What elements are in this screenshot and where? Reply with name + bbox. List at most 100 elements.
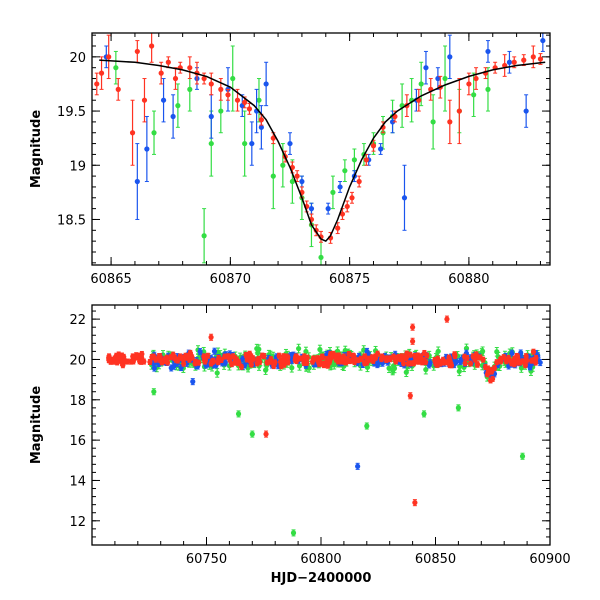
red-point (130, 358, 136, 365)
red-point (326, 356, 333, 362)
green-point (187, 86, 193, 92)
bottom-axis-ticks: 60750 60800 60850 60900 12 14 16 18 20 22 (69, 305, 571, 567)
red-point (141, 97, 148, 103)
green-point (289, 178, 295, 185)
red-point (122, 358, 128, 364)
blue-point (258, 124, 264, 130)
red-point (208, 81, 214, 87)
blue-point (485, 48, 491, 55)
red-point (210, 358, 217, 364)
red-point (370, 143, 377, 149)
red-point (246, 106, 253, 112)
red-point (462, 360, 468, 366)
green-point (208, 140, 214, 147)
blue-point (170, 113, 176, 120)
red-point (417, 353, 424, 359)
red-point (285, 354, 291, 361)
red-point (242, 99, 248, 105)
red-point (201, 75, 207, 82)
red-point (257, 359, 263, 365)
red-point (304, 360, 310, 366)
red-point (115, 86, 121, 92)
blue-point (249, 140, 255, 147)
red-point-outlier (410, 338, 416, 344)
red-point (98, 70, 105, 76)
red-point (524, 357, 530, 364)
green-point (296, 345, 302, 352)
green-point (255, 350, 261, 356)
red-point (134, 48, 140, 55)
blue-point (263, 81, 269, 87)
red-point (508, 358, 514, 364)
green-point (342, 168, 348, 174)
red-point (319, 353, 325, 360)
blue-point (134, 178, 140, 185)
green-point (317, 346, 323, 353)
blue-point-outlier (190, 379, 196, 385)
red-point-outlier (208, 334, 214, 340)
red-point (270, 135, 276, 141)
red-point (321, 362, 327, 368)
red-point (216, 357, 222, 363)
green-point (218, 108, 224, 114)
red-point (530, 349, 537, 355)
red-point (346, 351, 352, 357)
blue-point (523, 108, 529, 114)
blue-point (144, 146, 150, 152)
y-tick-label: 16 (69, 434, 86, 449)
y-tick-label: 19 (69, 159, 86, 174)
green-point (442, 75, 448, 82)
red-point (490, 376, 496, 382)
red-point (363, 157, 369, 163)
blue-point (151, 365, 157, 371)
x-tick-label: 60870 (210, 272, 251, 287)
red-point (474, 362, 481, 368)
red-point (369, 354, 375, 361)
red-point (235, 359, 242, 365)
x-tick-label: 60900 (529, 552, 570, 567)
red-point (138, 359, 144, 365)
red-point (225, 92, 231, 98)
red-point (335, 225, 341, 231)
green-point (230, 75, 236, 82)
red-point (285, 359, 291, 365)
red-point (537, 56, 544, 62)
red-point (279, 357, 286, 364)
green-point-outlier (455, 405, 461, 411)
green-point (485, 86, 491, 92)
red-point (494, 359, 500, 365)
red-point (276, 353, 282, 359)
red-point (485, 365, 491, 372)
red-point (258, 117, 264, 123)
red-point (511, 361, 518, 367)
red-point (530, 54, 536, 60)
green-point (318, 254, 324, 261)
red-point (432, 357, 438, 363)
red-point (129, 130, 136, 136)
red-point (473, 75, 479, 82)
red-point (351, 353, 357, 359)
y-tick-label: 22 (69, 313, 86, 328)
red-point (398, 356, 404, 362)
green-point-outlier (151, 389, 157, 395)
green-point (423, 367, 429, 373)
red-point (362, 353, 368, 359)
red-point (248, 362, 254, 368)
blue-point (308, 206, 315, 212)
red-point (356, 178, 362, 185)
red-point (339, 356, 345, 362)
red-point (230, 353, 236, 359)
blue-point (325, 206, 331, 212)
red-point (106, 355, 112, 361)
red-point (521, 57, 527, 63)
x-tick-label: 60865 (90, 272, 131, 287)
red-point (161, 356, 167, 362)
y-tick-label: 18.5 (57, 213, 86, 228)
green-point (113, 65, 119, 71)
green-point (280, 162, 286, 168)
red-point-outlier (444, 316, 450, 322)
red-point (413, 358, 419, 364)
red-point (173, 357, 179, 363)
y-tick-label: 20 (69, 353, 86, 368)
red-point (202, 357, 209, 363)
